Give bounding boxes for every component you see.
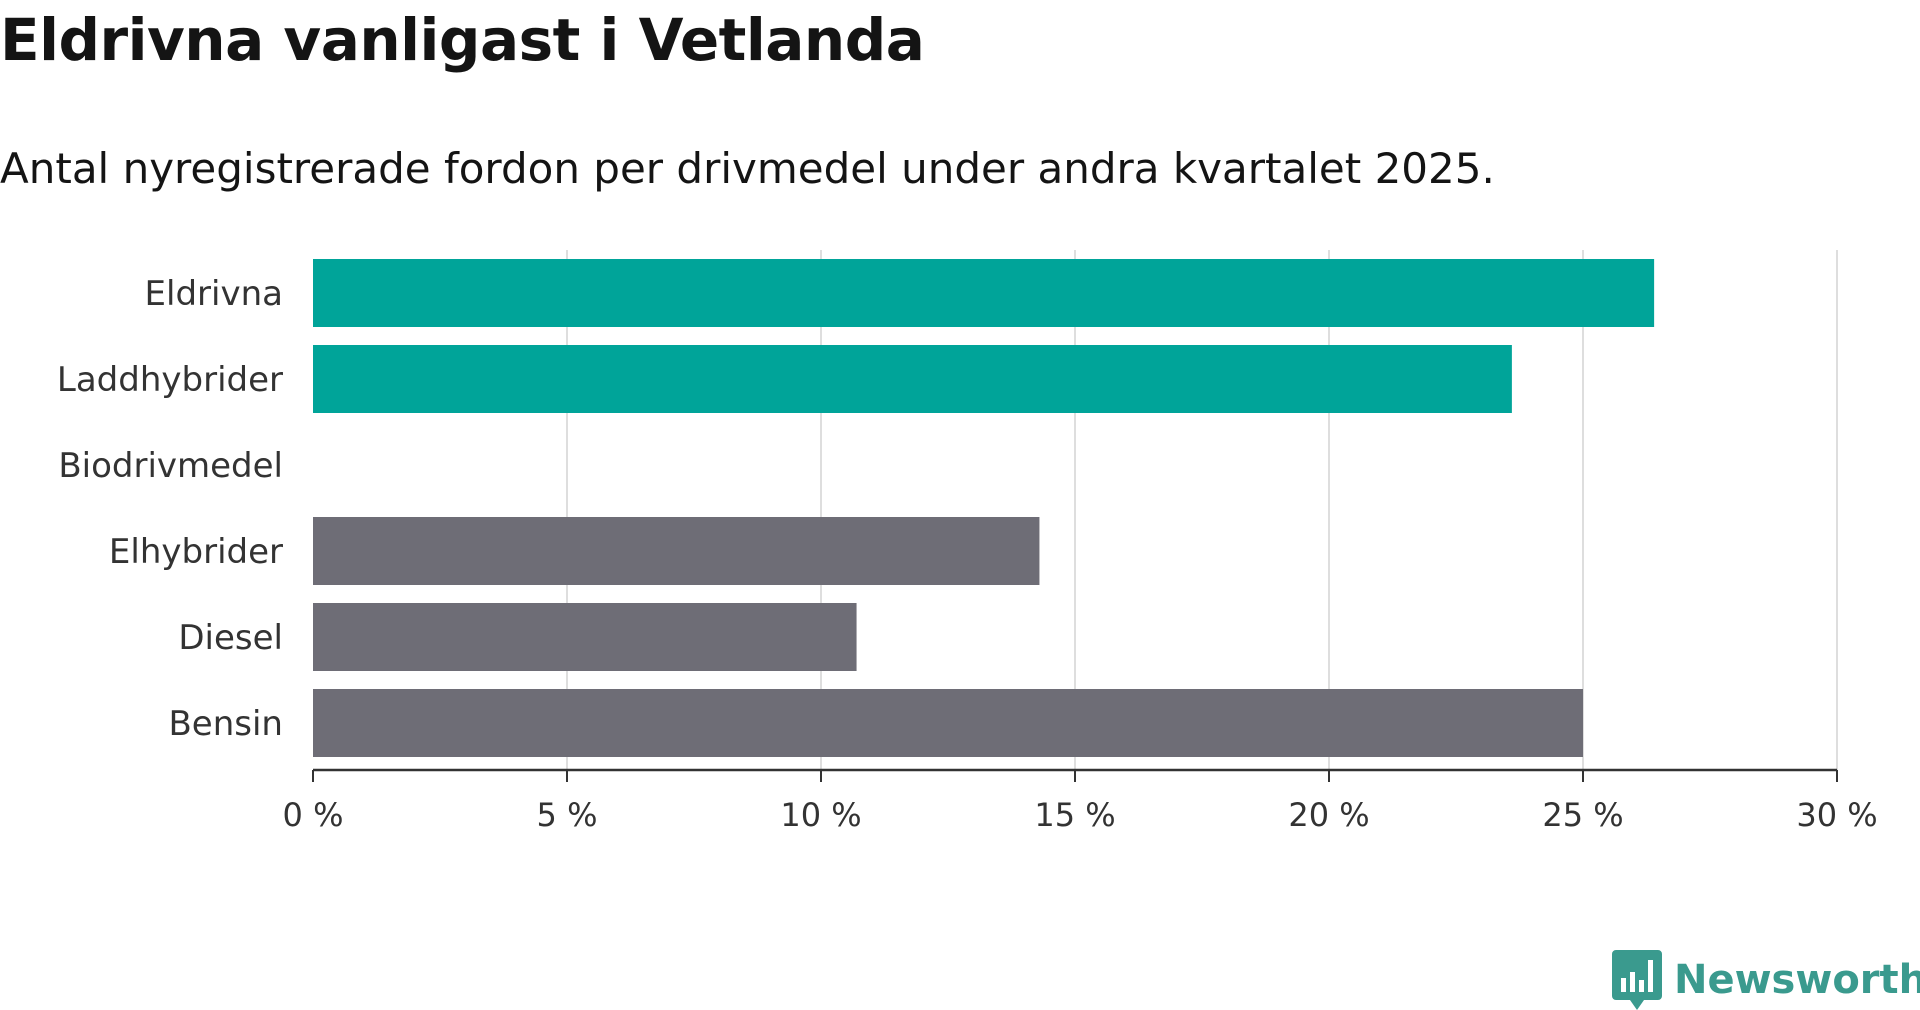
bar-bensin [313,689,1583,757]
bars [313,259,1655,757]
x-tick-label: 0 % [283,796,344,834]
brand-name: Newsworthy [1674,957,1920,1003]
grid-lines [566,250,1838,770]
x-tick-label: 15 % [1034,796,1115,834]
x-tick-label: 20 % [1288,796,1369,834]
x-tick-label: 5 % [537,796,598,834]
category-label: Eldrivna [145,274,283,314]
category-labels: Eldrivna Laddhybrider Biodrivmedel Elhybrid… [57,274,283,744]
category-label: Laddhybrider [57,360,283,400]
newsworthy-logo-icon [1612,950,1662,1010]
page-title: Eldrivna vanligast i Vetlanda [0,6,925,74]
category-label: Bensin [168,704,283,744]
bar-diesel [313,603,857,671]
bar-eldrivna [313,259,1655,327]
category-label: Diesel [178,618,283,658]
x-tick-label: 25 % [1542,796,1623,834]
page-subtitle: Antal nyregistrerade fordon per drivmede… [0,144,1495,193]
x-axis: 0 % 5 % 10 % 15 % 20 % 25 % 30 % [283,768,1878,834]
bar-elhybrider [313,517,1040,585]
brand-logo: Newsworthy [1612,950,1920,1010]
x-tick-label: 10 % [780,796,861,834]
category-label: Elhybrider [109,532,283,572]
category-label: Biodrivmedel [58,446,283,486]
x-tick-label: 30 % [1796,796,1877,834]
bar-laddhybrider [313,345,1512,413]
